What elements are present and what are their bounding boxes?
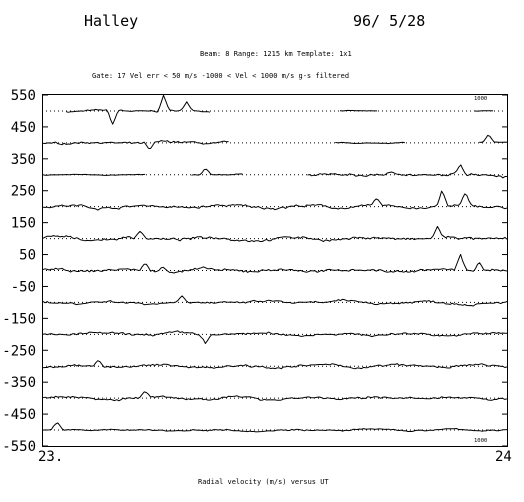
y-tick-label: 50 <box>19 248 36 264</box>
velocity-traces <box>42 94 508 433</box>
filter-line: Gate: 17 Vel err < 50 m/s -1000 < Vel < … <box>92 72 349 80</box>
y-tick-label: -350 <box>2 375 36 391</box>
x-tick-label-start: 23. <box>38 449 63 465</box>
velocity-trace-segment <box>479 134 508 143</box>
date-label: 96/ 5/28 <box>353 12 425 30</box>
y-tick-label: 550 <box>11 88 36 104</box>
y-tick-label: 250 <box>11 184 36 200</box>
y-tick-label: -550 <box>2 439 36 455</box>
scale-label-bottom: 1000 <box>474 438 487 444</box>
velocity-trace-segment <box>42 173 146 176</box>
x-axis-label: Radial velocity (m/s) versus UT <box>198 478 329 486</box>
y-ticks: 550 450 350 250 150 50 -50 -150 -250 -350 -450 -550 <box>2 88 507 455</box>
velocity-trace-segment <box>307 164 508 179</box>
velocity-trace-segment <box>42 253 508 274</box>
y-tick-label: -50 <box>11 279 36 295</box>
y-tick-label: -250 <box>2 343 36 359</box>
velocity-trace-segment <box>191 168 243 176</box>
velocity-trace-segment <box>42 140 229 149</box>
velocity-trace-segment <box>335 141 405 145</box>
velocity-trace-segment <box>42 422 508 433</box>
x-tick-label-end: 24 <box>495 449 512 465</box>
y-tick-label: 450 <box>11 120 36 136</box>
velocity-trace-segment <box>42 330 508 344</box>
velocity-trace-segment <box>42 295 508 307</box>
velocity-trace-segment <box>66 94 211 125</box>
scale-label-top: 1000 <box>474 96 487 102</box>
plot-frame <box>42 94 508 447</box>
velocity-trace-segment <box>339 109 378 112</box>
velocity-trace-segment <box>42 190 508 211</box>
y-tick-label: -450 <box>2 407 36 423</box>
params-line: Beam: 8 Range: 1215 km Template: 1x1 <box>200 50 352 58</box>
y-tick-label: 150 <box>11 216 36 232</box>
velocity-trace-segment <box>42 391 508 402</box>
velocity-trace-segment <box>42 225 508 243</box>
station-title: Halley <box>84 12 138 30</box>
velocity-trace-segment <box>42 360 508 370</box>
y-tick-label: -150 <box>2 311 36 327</box>
y-tick-label: 350 <box>11 152 36 168</box>
